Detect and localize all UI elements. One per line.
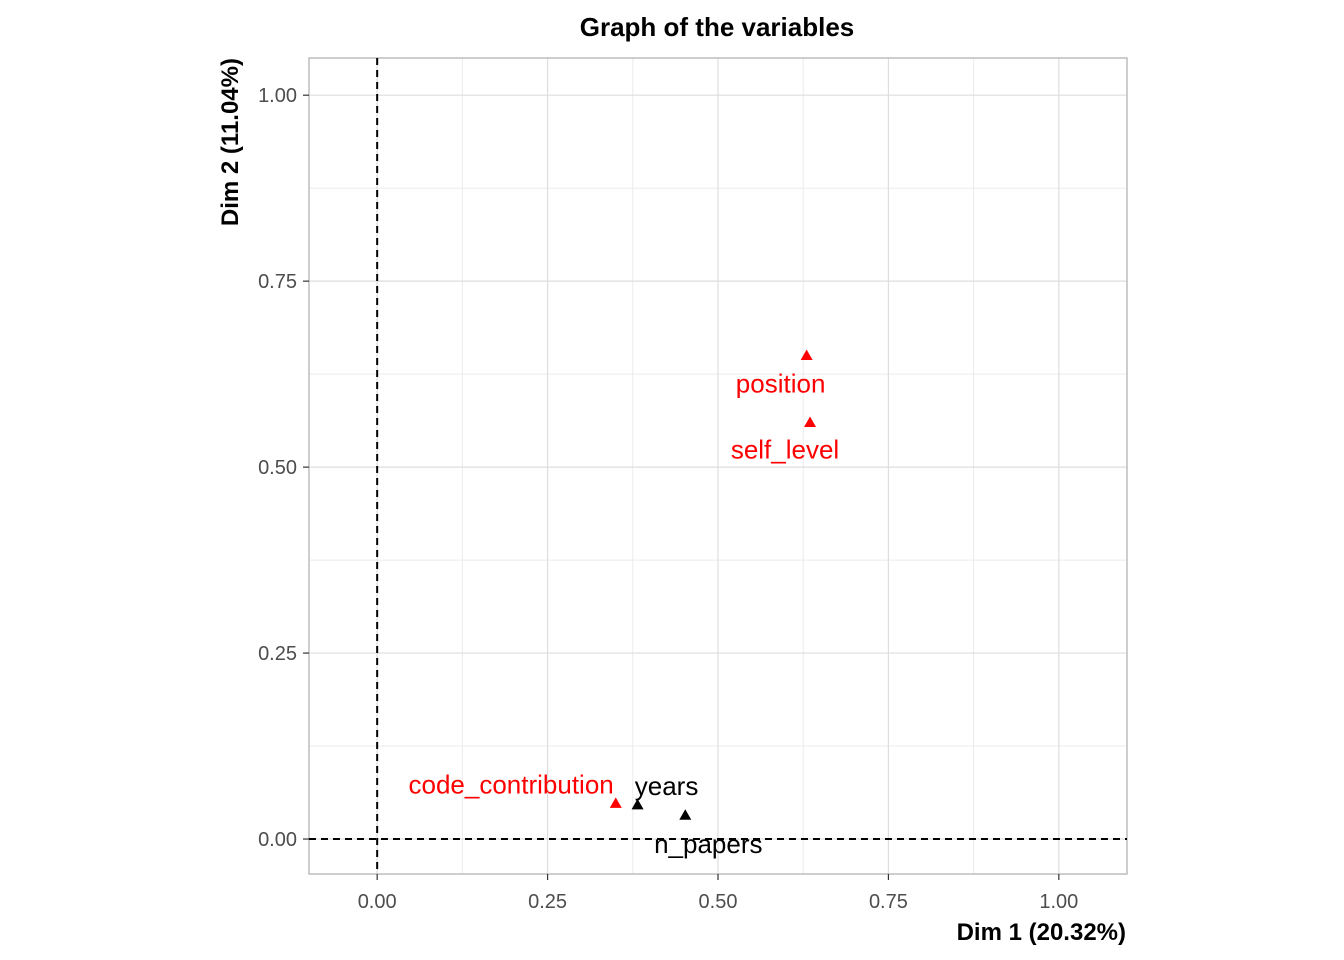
point-marker-self-level <box>804 416 817 427</box>
data-points: position self_level code_contribution years… <box>408 349 839 859</box>
y-tick-label: 0.25 <box>258 643 297 665</box>
y-tick-label: 0.50 <box>258 457 297 479</box>
y-tick-label: 0.00 <box>258 829 297 851</box>
plot-area <box>308 57 1128 875</box>
x-tick-label: 0.25 <box>528 891 567 913</box>
point-label-self-level: self_level <box>731 434 839 464</box>
x-tick-label: 0.50 <box>699 891 738 913</box>
point-marker-years <box>631 798 644 810</box>
point-marker-code-contribution <box>609 797 622 808</box>
x-axis-ticks: 0.00 0.25 0.50 0.75 1.00 <box>358 874 1078 913</box>
chart-title: Graph of the variables <box>580 12 855 42</box>
y-axis-ticks: 0.00 0.25 0.50 0.75 1.00 <box>258 85 309 851</box>
y-tick-label: 1.00 <box>258 85 297 107</box>
point-label-years: years <box>635 771 699 801</box>
point-label-position: position <box>736 369 826 399</box>
point-label-n-papers: n_papers <box>654 829 762 859</box>
y-tick-label: 0.75 <box>258 271 297 293</box>
y-axis-title: Dim 2 (11.04%) <box>217 58 244 226</box>
point-marker-n-papers <box>679 809 692 820</box>
x-axis-title: Dim 1 (20.32%) <box>957 919 1126 946</box>
x-tick-label: 1.00 <box>1039 891 1078 913</box>
x-tick-label: 0.75 <box>869 891 908 913</box>
x-tick-label: 0.00 <box>358 891 397 913</box>
point-label-code-contribution: code_contribution <box>408 769 613 799</box>
point-marker-position <box>800 349 813 361</box>
